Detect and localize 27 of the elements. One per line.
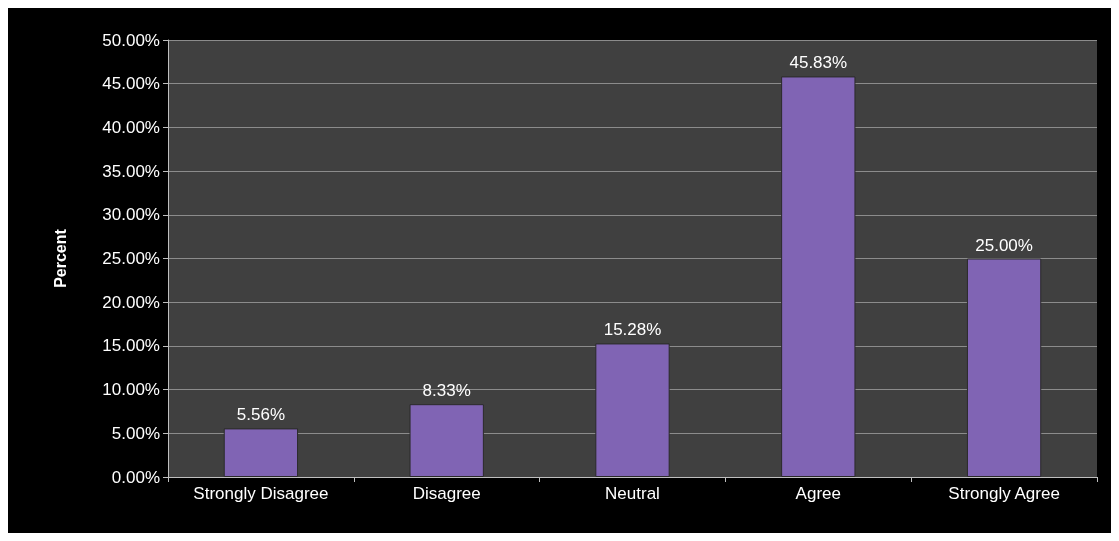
y-tick-label: 0.00% [111, 467, 160, 487]
y-tick-label: 40.00% [102, 117, 160, 137]
bar [409, 404, 484, 477]
x-tick-label: Strongly Disagree [193, 484, 329, 503]
data-label: 15.28% [603, 320, 662, 340]
x-tick-label: Agree [795, 484, 841, 503]
y-tick-label: 35.00% [102, 161, 160, 181]
y-tick-label: 20.00% [102, 292, 160, 312]
y-tick-label: 10.00% [102, 380, 160, 400]
data-label: 5.56% [236, 405, 285, 425]
y-tick-label: 50.00% [102, 30, 160, 50]
x-tick-label: Neutral [605, 484, 660, 503]
x-tick-label: Strongly Agree [948, 484, 1060, 503]
data-label: 45.83% [789, 53, 848, 73]
y-tick-label: 15.00% [102, 336, 160, 356]
bar [966, 258, 1042, 477]
x-tick-label: Disagree [412, 484, 481, 503]
data-label: 8.33% [422, 381, 471, 401]
y-axis-title: Percent [51, 228, 69, 288]
y-tick-label: 5.00% [111, 423, 160, 443]
bar [781, 76, 856, 477]
y-tick-label: 30.00% [102, 205, 160, 225]
bar [595, 343, 670, 477]
data-label: 25.00% [975, 235, 1033, 255]
y-tick-label: 45.00% [102, 74, 160, 94]
y-tick-label: 25.00% [102, 249, 160, 268]
bar [223, 428, 299, 477]
